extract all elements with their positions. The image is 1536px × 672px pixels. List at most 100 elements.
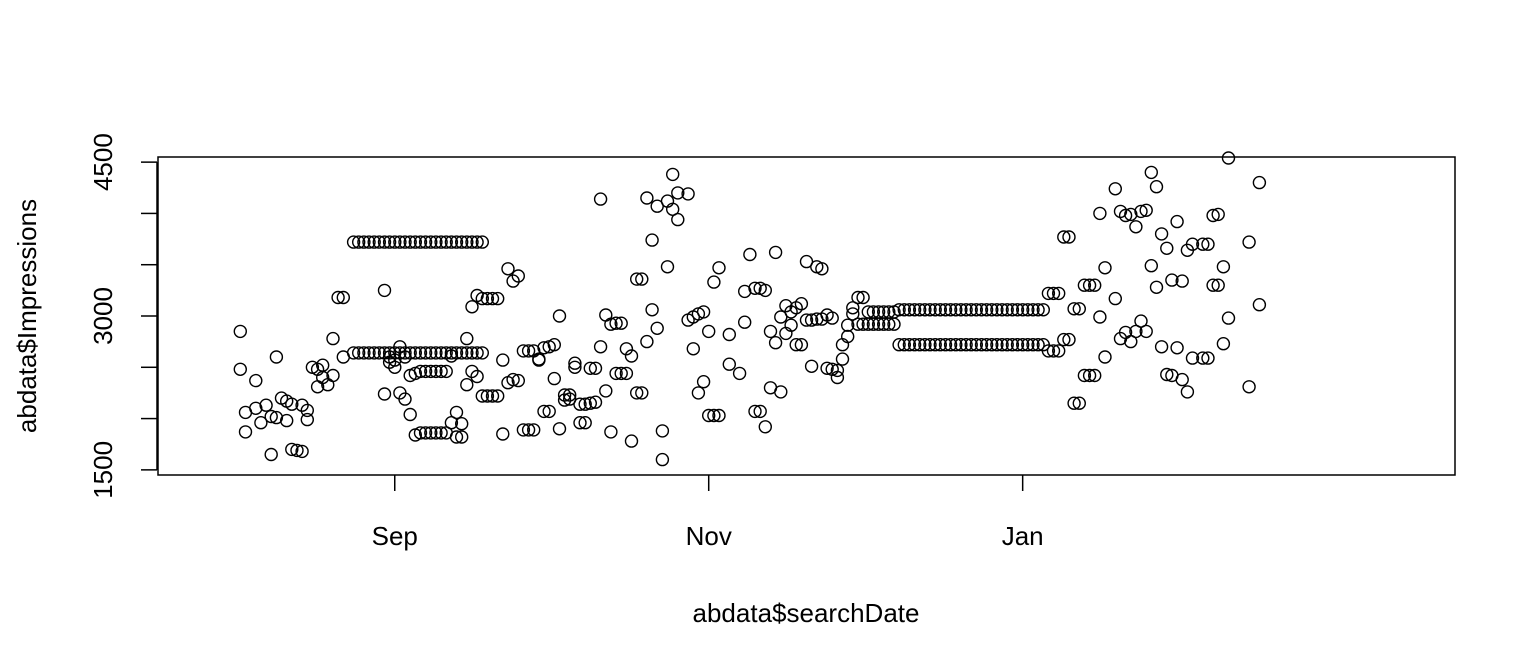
- data-point: [799, 313, 814, 327]
- data-point: [588, 361, 603, 375]
- data-point: [439, 364, 453, 379]
- data-point: [702, 324, 716, 339]
- data-point: [547, 371, 561, 386]
- data-point: [269, 410, 284, 425]
- data-point: [1026, 303, 1040, 317]
- data-point: [748, 281, 762, 295]
- data-point: [429, 346, 443, 360]
- data-point: [1201, 351, 1215, 365]
- data-point: [866, 317, 881, 331]
- data-point: [1160, 241, 1174, 256]
- data-point: [995, 303, 1009, 317]
- data-point: [1134, 314, 1148, 328]
- data-point: [933, 338, 947, 352]
- data-point: [413, 364, 428, 379]
- data-point: [511, 269, 525, 283]
- data-point: [573, 397, 587, 411]
- data-point: [388, 353, 402, 367]
- data-point: [1087, 368, 1102, 383]
- data-point: [413, 235, 428, 249]
- data-point: [418, 235, 433, 249]
- data-point: [1046, 344, 1061, 358]
- data-point: [1154, 227, 1169, 241]
- data-point: [768, 245, 783, 260]
- data-point: [331, 290, 345, 305]
- data-point: [707, 275, 721, 289]
- data-point: [336, 290, 350, 305]
- data-point: [1206, 208, 1220, 223]
- data-point: [1016, 303, 1030, 317]
- data-point: [470, 235, 484, 249]
- data-point: [913, 303, 927, 317]
- data-point: [830, 370, 845, 385]
- data-point: [815, 262, 829, 276]
- data-point: [1000, 303, 1014, 317]
- data-point: [593, 192, 608, 206]
- data-point: [820, 361, 834, 375]
- data-point: [1139, 324, 1153, 339]
- data-point: [403, 407, 417, 422]
- data-point: [346, 346, 361, 360]
- data-point: [871, 317, 886, 331]
- data-point: [424, 235, 438, 249]
- data-point: [1067, 302, 1081, 316]
- data-point: [655, 452, 670, 467]
- data-point: [300, 403, 314, 418]
- data-point: [985, 303, 999, 317]
- data-point: [1077, 368, 1092, 383]
- data-point: [475, 389, 489, 403]
- data-point: [1036, 303, 1051, 317]
- data-point: [1149, 280, 1164, 294]
- data-point: [578, 397, 592, 411]
- data-point: [398, 392, 412, 406]
- data-point: [1093, 310, 1107, 324]
- data-point: [382, 235, 397, 249]
- data-point: [280, 413, 294, 428]
- data-point: [1211, 207, 1225, 222]
- data-point: [794, 297, 809, 311]
- data-point: [434, 364, 448, 379]
- data-point: [1170, 341, 1184, 355]
- data-point: [460, 346, 474, 360]
- data-point: [892, 303, 906, 317]
- data-point: [877, 317, 891, 331]
- data-point: [985, 338, 999, 352]
- data-point: [738, 284, 752, 299]
- x-axis: Sep Nov Jan: [372, 475, 1044, 551]
- data-point: [460, 331, 474, 346]
- data-point: [599, 384, 613, 398]
- data-point: [1046, 286, 1061, 301]
- data-point: [959, 338, 973, 352]
- data-point: [1005, 303, 1020, 317]
- data-point: [593, 340, 608, 354]
- data-point: [768, 336, 783, 350]
- data-point: [1201, 237, 1215, 251]
- data-point: [938, 303, 953, 317]
- data-point: [907, 303, 922, 317]
- data-point: [1252, 175, 1267, 190]
- data-point: [1216, 260, 1231, 274]
- data-point: [367, 235, 381, 249]
- data-point: [954, 338, 968, 352]
- data-point: [918, 303, 932, 317]
- data-point: [1098, 350, 1112, 364]
- data-point: [527, 423, 541, 437]
- data-point: [316, 370, 330, 385]
- data-point: [537, 404, 551, 419]
- data-point: [460, 235, 474, 249]
- data-point: [1051, 286, 1066, 301]
- data-point: [979, 303, 994, 317]
- data-point: [408, 235, 422, 249]
- data-point: [995, 338, 1009, 352]
- data-point: [357, 346, 371, 360]
- data-point: [434, 235, 448, 249]
- data-point: [439, 235, 453, 249]
- data-point: [449, 430, 464, 444]
- data-point: [424, 426, 438, 440]
- data-point: [671, 212, 685, 227]
- data-point: [732, 366, 747, 381]
- data-point: [1057, 230, 1071, 244]
- data-point: [418, 346, 433, 360]
- data-point: [1082, 278, 1097, 292]
- data-point: [506, 372, 520, 387]
